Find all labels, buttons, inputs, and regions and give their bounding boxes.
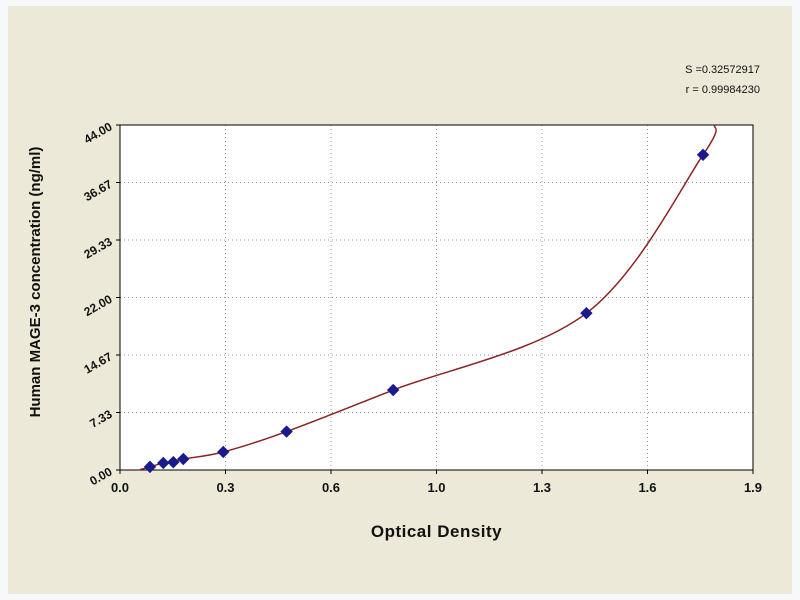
data-point-marker [177,452,190,466]
s-value: S =0.32572917 [685,64,760,76]
x-tick-label: 0.0 [111,480,129,495]
data-point-marker [143,460,157,474]
y-tick-label: 29.33 [81,234,114,261]
y-tick-label: 7.33 [87,407,115,431]
data-point-marker [386,383,400,397]
data-point-marker [280,425,293,438]
data-point-marker [167,455,180,469]
y-axis-title: Human MAGE-3 concentration (ng/ml) [27,146,44,418]
x-tick-label: 1.9 [744,480,762,495]
x-tick-label: 0.6 [322,480,340,495]
x-tick-label: 1.0 [427,480,445,495]
r-value: r = 0.99984230 [685,84,760,96]
data-point-marker [580,306,593,320]
y-tick-label: 36.67 [81,177,114,204]
x-axis-title: Optical Density [370,522,503,541]
y-tick-label: 22.00 [81,292,114,319]
data-point-marker [217,445,230,459]
x-tick-label: 1.6 [638,480,656,495]
x-tick-label: 0.3 [216,480,234,495]
fit-statistics: S =0.32572917 r = 0.99984230 [685,60,760,100]
data-point-marker [157,456,170,470]
y-tick-label: 14.67 [81,349,114,376]
x-tick-label: 1.3 [533,480,551,495]
y-tick-label: 44.00 [81,119,114,146]
data-point-marker [696,148,710,162]
plot-border [119,124,754,471]
